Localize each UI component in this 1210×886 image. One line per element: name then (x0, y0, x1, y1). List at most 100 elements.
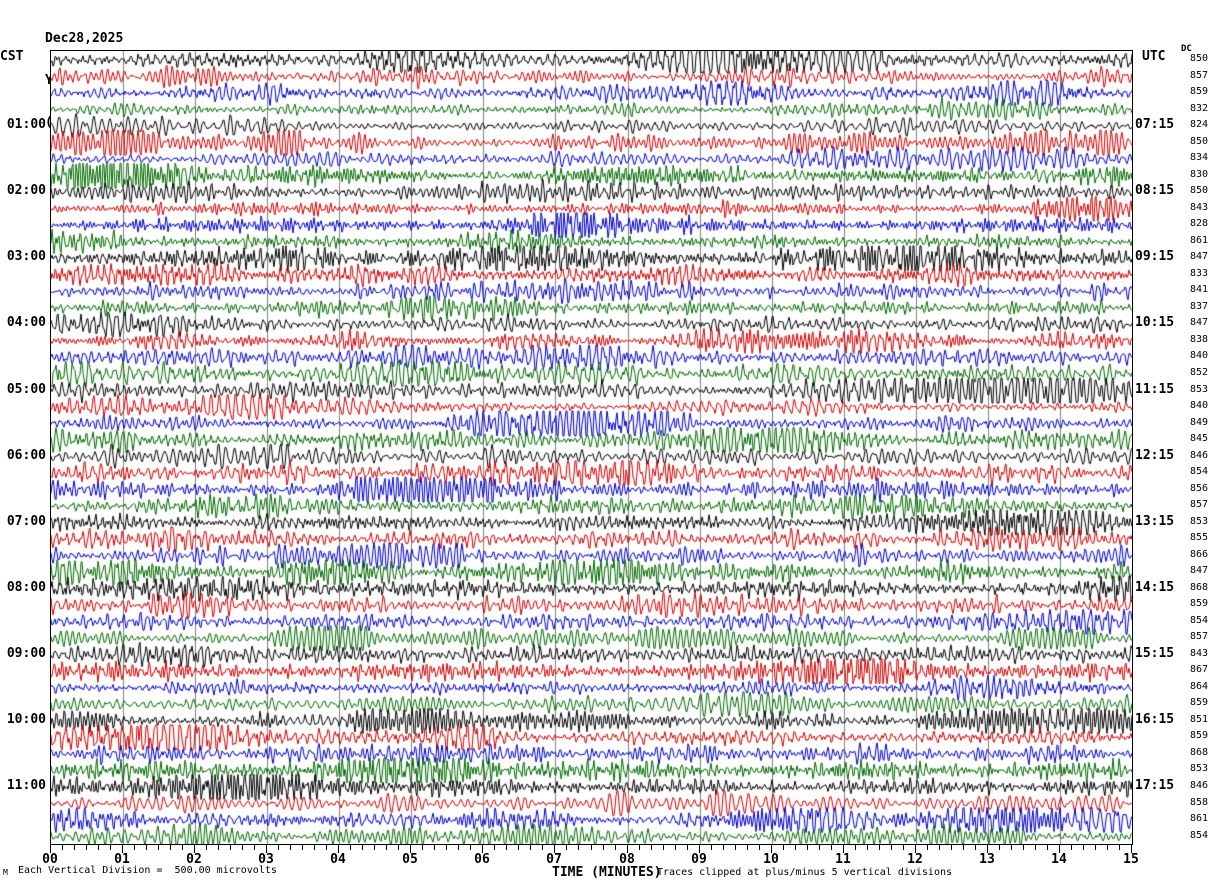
x-minor-tick (963, 845, 964, 850)
dc-value: 857 (1189, 69, 1208, 81)
dc-value: 861 (1189, 234, 1208, 246)
x-major-tick (554, 845, 555, 853)
dc-value: 850 (1189, 53, 1208, 65)
x-tick-label: 07 (546, 852, 562, 867)
dc-value: 845 (1189, 433, 1208, 445)
x-minor-tick (458, 845, 459, 850)
x-minor-tick (1047, 845, 1048, 850)
x-minor-tick (206, 845, 207, 850)
x-tick-label: 04 (330, 852, 346, 867)
x-tick-label: 11 (835, 852, 851, 867)
x-minor-tick (422, 845, 423, 850)
x-minor-tick (939, 845, 940, 850)
x-minor-tick (290, 845, 291, 850)
x-minor-tick (651, 845, 652, 850)
cst-label: 07:00 (6, 513, 46, 529)
dc-value: 856 (1189, 482, 1208, 494)
dc-value: 852 (1189, 366, 1208, 378)
cst-label: 11:00 (6, 778, 46, 793)
x-minor-tick (542, 845, 543, 850)
dc-value: 847 (1189, 565, 1208, 577)
x-major-tick (122, 845, 123, 853)
x-minor-tick (470, 845, 471, 850)
cst-label: 08:00 (6, 579, 46, 595)
x-minor-tick (578, 845, 579, 850)
x-major-tick (266, 845, 267, 853)
x-tick-label: 10 (763, 852, 779, 867)
x-minor-tick (1095, 845, 1096, 850)
dc-value: 849 (1189, 416, 1208, 428)
x-minor-tick (867, 845, 868, 850)
x-minor-tick (242, 845, 243, 850)
x-minor-tick (62, 845, 63, 850)
dc-value: 832 (1189, 102, 1208, 114)
dc-value: 853 (1189, 515, 1208, 527)
x-minor-tick (663, 845, 664, 850)
utc-label: 09:15 (1135, 249, 1175, 265)
dc-header-label: DC (1181, 44, 1192, 54)
dc-value: 837 (1189, 300, 1208, 312)
dc-value: 846 (1189, 780, 1208, 791)
dc-value: 853 (1189, 763, 1208, 775)
x-minor-tick (603, 845, 604, 850)
dc-value: 850 (1189, 185, 1208, 197)
dc-value: 846 (1189, 449, 1208, 461)
x-minor-tick (494, 845, 495, 850)
x-minor-tick (927, 845, 928, 850)
x-tick-label: 09 (691, 852, 707, 867)
x-minor-tick (302, 845, 303, 850)
cst-label: 01:00 (6, 117, 46, 133)
dc-value: 833 (1189, 267, 1208, 279)
x-tick-label: 03 (258, 852, 274, 867)
x-minor-tick (903, 845, 904, 850)
dc-value: 828 (1189, 218, 1208, 230)
x-major-tick (194, 845, 195, 853)
x-minor-tick (807, 845, 808, 850)
cst-label: 04:00 (6, 315, 46, 331)
cst-label: 10:00 (6, 711, 46, 727)
x-tick-label: 14 (1051, 852, 1067, 867)
utc-label: 17:15 (1135, 778, 1175, 793)
right-axis-label: UTC (1142, 49, 1166, 64)
dc-value: 840 (1189, 350, 1208, 362)
x-minor-tick (170, 845, 171, 850)
x-minor-tick (146, 845, 147, 850)
utc-label: 07:15 (1135, 117, 1175, 133)
x-minor-tick (999, 845, 1000, 850)
x-tick-label: 13 (979, 852, 995, 867)
dc-value: 850 (1189, 135, 1208, 147)
x-minor-tick (314, 845, 315, 850)
dc-value: 834 (1189, 152, 1208, 164)
x-minor-tick (278, 845, 279, 850)
x-minor-tick (891, 845, 892, 850)
x-minor-tick (218, 845, 219, 850)
utc-label: 16:15 (1135, 711, 1175, 727)
x-major-tick (627, 845, 628, 853)
dc-value: 854 (1189, 466, 1208, 478)
utc-label: 13:15 (1135, 513, 1175, 529)
x-minor-tick (1107, 845, 1108, 850)
x-minor-tick (675, 845, 676, 850)
x-tick-label: 12 (907, 852, 923, 867)
x-minor-tick (687, 845, 688, 850)
scale-note: Each Vertical Division = 500.00 microvol… (18, 865, 277, 876)
x-tick-label: 01 (114, 852, 130, 867)
cst-label: 09:00 (6, 645, 46, 661)
x-minor-tick (1071, 845, 1072, 850)
x-minor-tick (615, 845, 616, 850)
x-tick-label: 06 (474, 852, 490, 867)
x-minor-tick (158, 845, 159, 850)
x-minor-tick (518, 845, 519, 850)
utc-label: 15:15 (1135, 645, 1175, 661)
dc-value: 855 (1189, 532, 1208, 544)
dc-value: 847 (1189, 251, 1208, 263)
x-minor-tick (386, 845, 387, 850)
x-minor-tick (1119, 845, 1120, 850)
utc-label: 11:15 (1135, 381, 1175, 397)
x-tick-label: 15 (1123, 852, 1139, 867)
x-major-tick (699, 845, 700, 853)
x-minor-tick (1023, 845, 1024, 850)
x-minor-tick (182, 845, 183, 850)
dc-value: 868 (1189, 581, 1208, 593)
